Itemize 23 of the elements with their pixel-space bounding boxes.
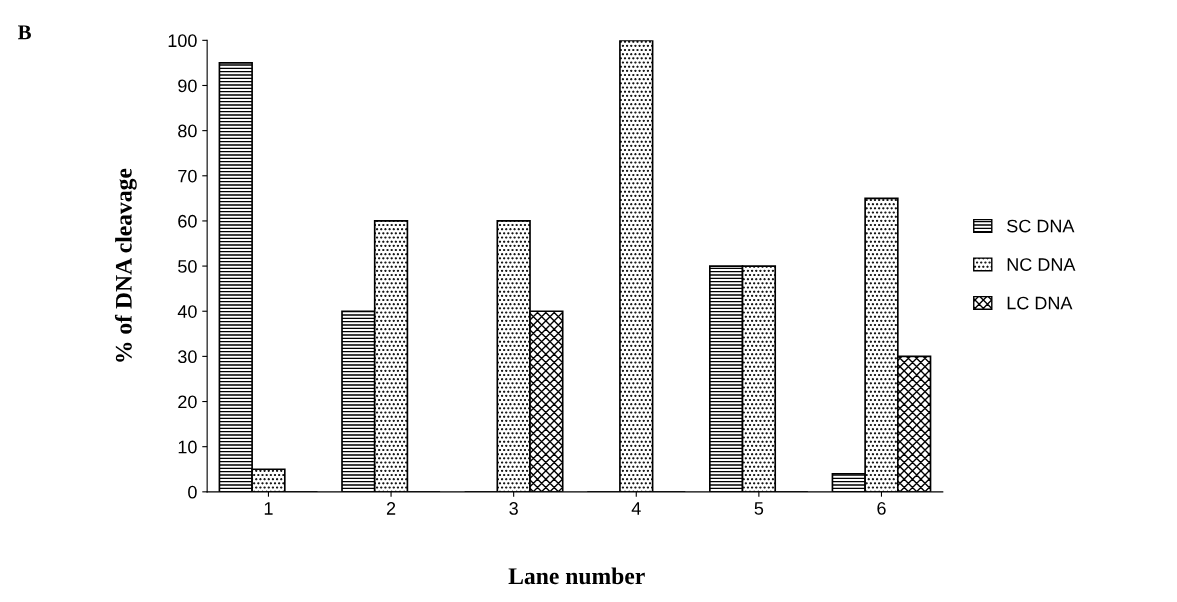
y-tick-label: 0 bbox=[188, 485, 197, 499]
y-tick-label: 30 bbox=[178, 350, 197, 364]
x-axis-title: Lane number bbox=[508, 567, 645, 585]
legend-label: LC DNA bbox=[1007, 296, 1073, 310]
legend-label: SC DNA bbox=[1007, 219, 1075, 233]
x-tick-label: 6 bbox=[877, 502, 886, 515]
y-tick-label: 50 bbox=[178, 260, 197, 273]
x-tick-label: 3 bbox=[509, 502, 518, 515]
y-tick-label: 90 bbox=[178, 79, 197, 93]
x-tick-label: 5 bbox=[754, 502, 764, 515]
y-axis-title: % of DNA cleavage bbox=[114, 168, 137, 362]
y-tick-label: 80 bbox=[178, 124, 197, 138]
y-tick-label: 70 bbox=[178, 169, 197, 183]
x-tick-label: 1 bbox=[264, 502, 273, 515]
x-tick-label: 4 bbox=[631, 502, 641, 515]
y-tick-label: 100 bbox=[168, 34, 197, 48]
legend-label: NC DNA bbox=[1007, 258, 1076, 271]
y-tick-label: 10 bbox=[178, 440, 197, 454]
x-tick-label: 2 bbox=[386, 502, 396, 515]
y-tick-label: 40 bbox=[177, 305, 197, 318]
y-tick-label: 60 bbox=[178, 214, 197, 228]
y-tick-label: 20 bbox=[178, 395, 197, 409]
text: B bbox=[18, 25, 31, 40]
